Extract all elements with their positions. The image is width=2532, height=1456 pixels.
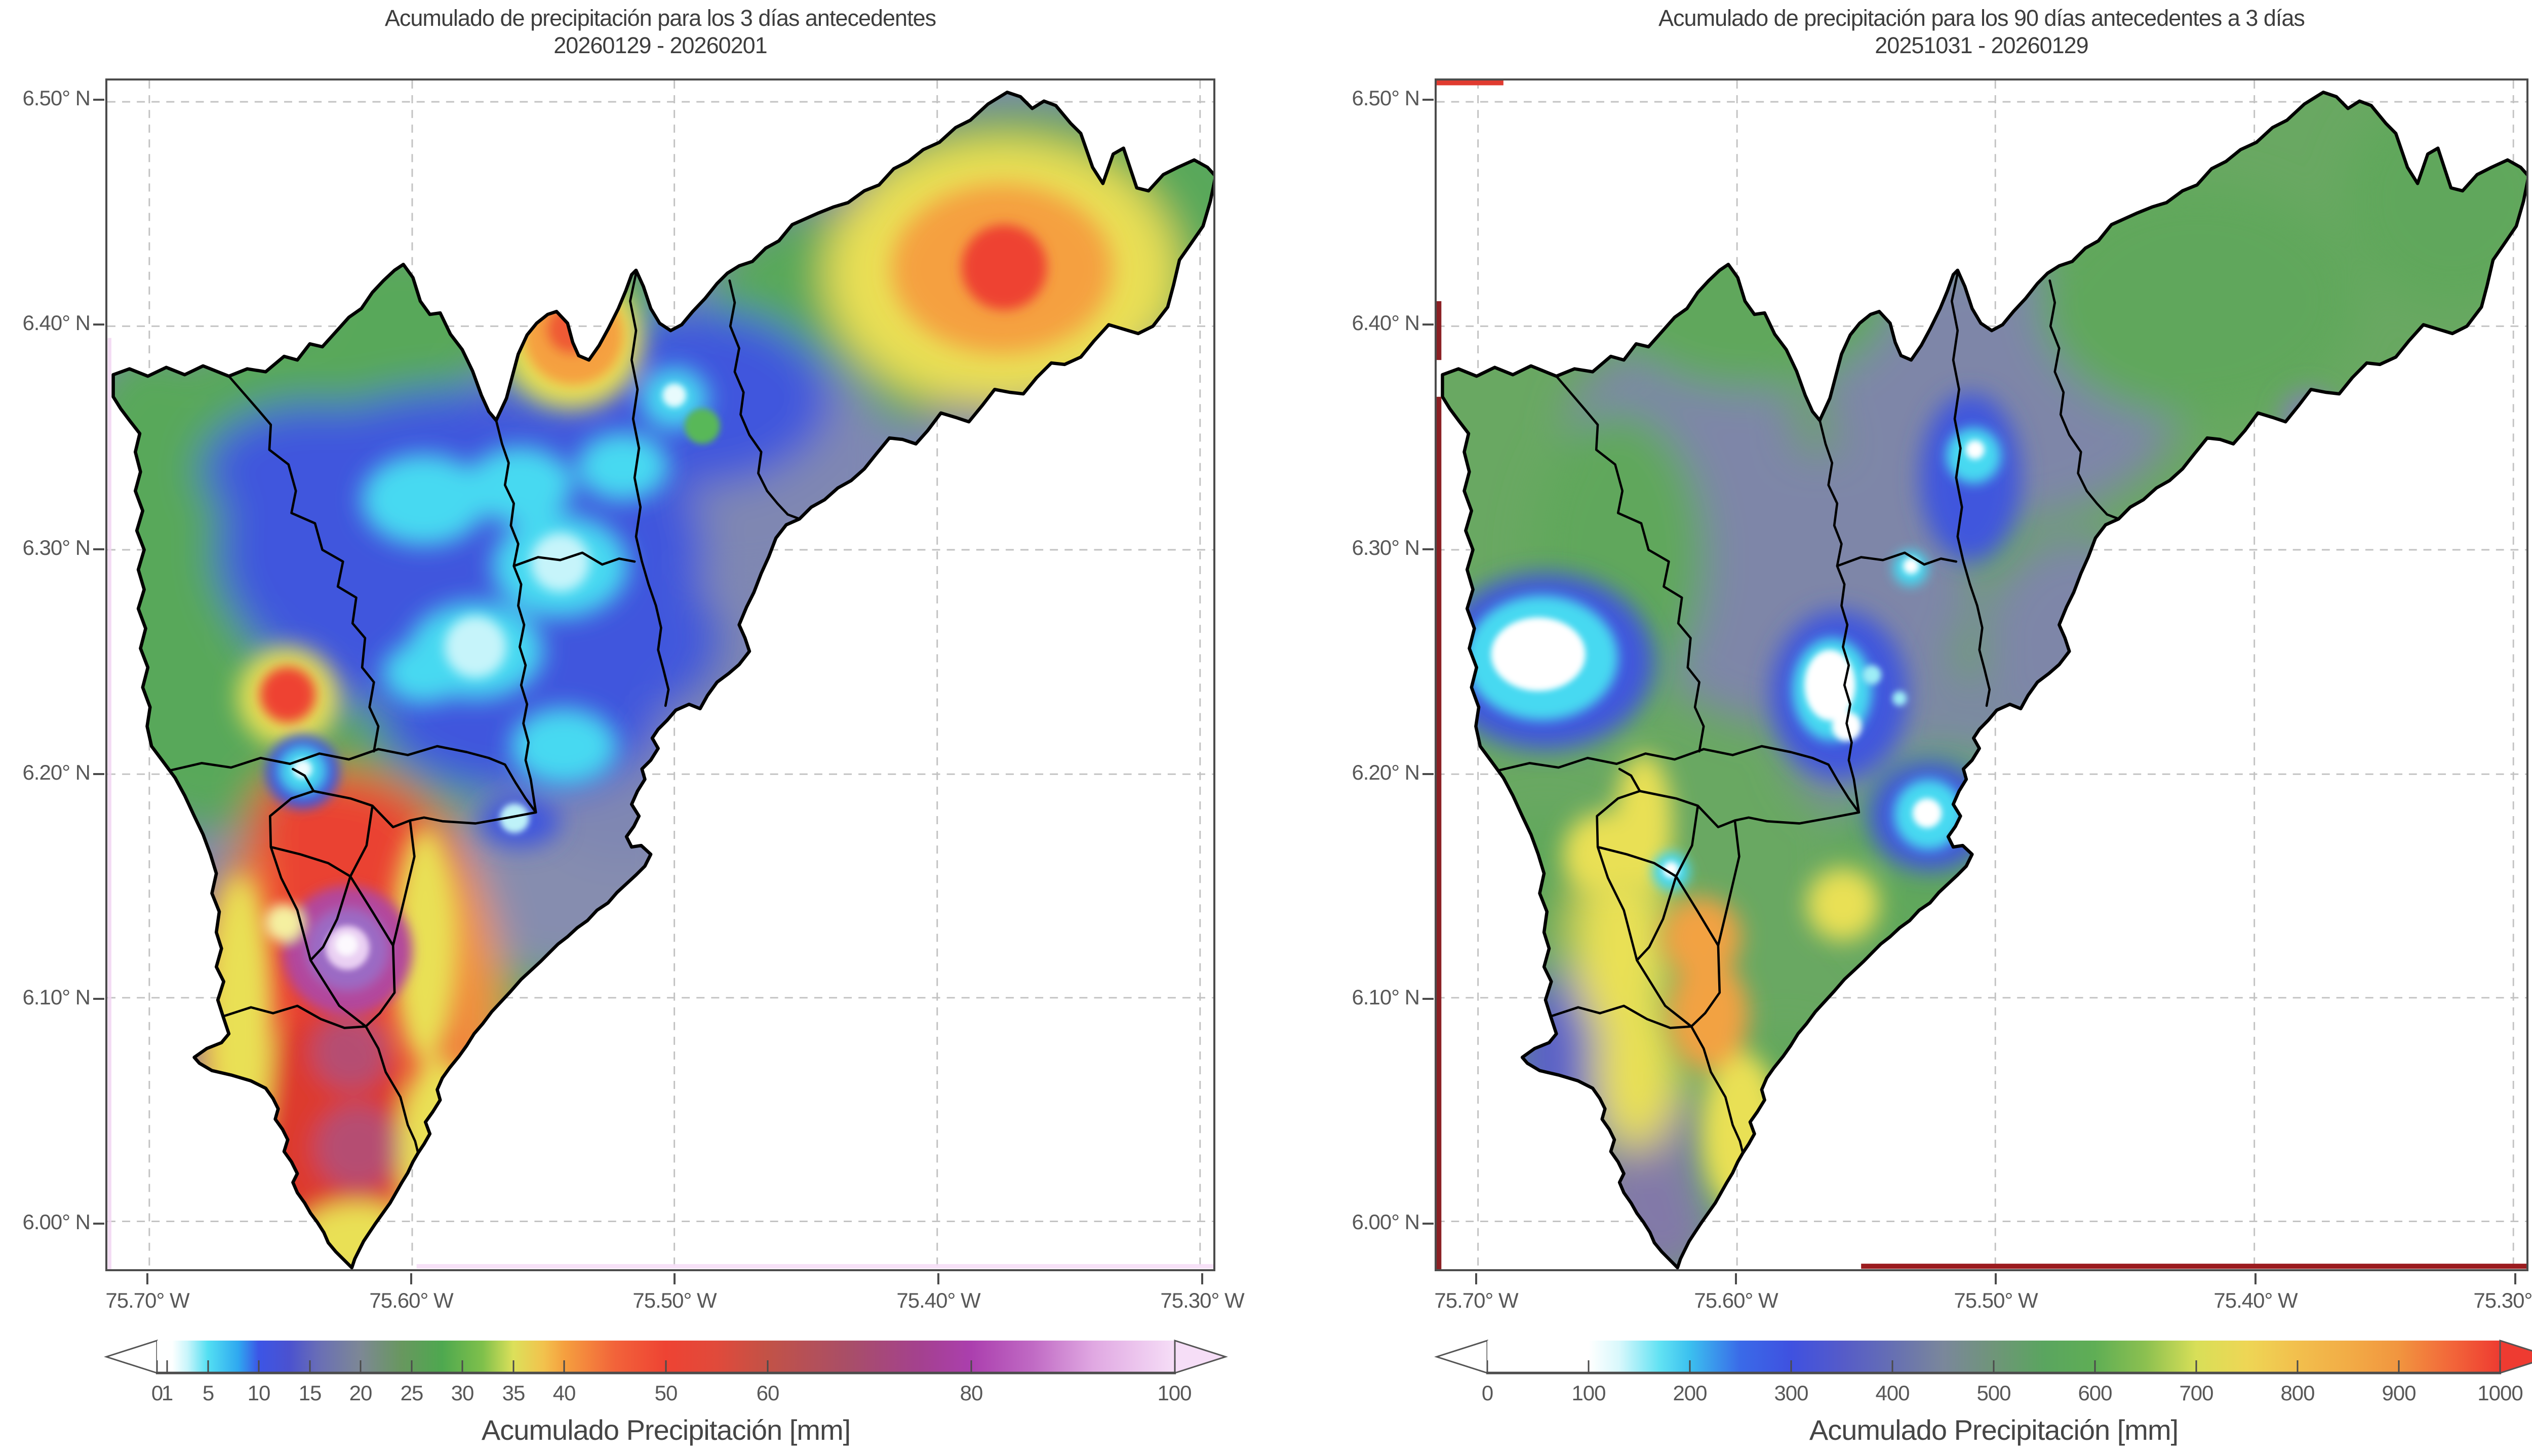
- lat-tick-mark: [1422, 773, 1434, 775]
- cb-tick: 30: [451, 1381, 474, 1405]
- lat-tick: 6.20° N: [22, 760, 91, 784]
- lon-tick: 75.70° W: [105, 1288, 189, 1312]
- lat-tick: 6.40° N: [1352, 311, 1420, 335]
- colorbar-caption: Acumulado Precipitación [mm]: [481, 1414, 851, 1446]
- lat-tick-mark: [1422, 998, 1434, 1000]
- panel-subtitle: 20251031 - 20260129: [1875, 32, 2088, 58]
- cb-tick: 20: [349, 1381, 373, 1405]
- cb-tick: 5: [202, 1381, 214, 1405]
- colorbar-min-arrow: [1434, 1339, 1488, 1374]
- cb-tick: 60: [756, 1381, 780, 1405]
- panel-3-days: Acumulado de precipitación para los 3 dí…: [22, 5, 1244, 1446]
- lon-tick-mark: [2254, 1273, 2257, 1284]
- panel-subtitle: 20260129 - 20260201: [553, 32, 767, 58]
- lon-tick-mark: [937, 1273, 939, 1284]
- lat-tick-mark: [1422, 1223, 1434, 1225]
- panel-title: Acumulado de precipitación para los 90 d…: [1658, 5, 2305, 31]
- lat-tick-mark: [1422, 548, 1434, 550]
- cb-tick: 1000: [2477, 1381, 2523, 1405]
- lat-tick: 6.00° N: [22, 1210, 91, 1234]
- lat-tick: 6.50° N: [1352, 86, 1420, 110]
- lat-tick: 6.40° N: [22, 311, 91, 335]
- lon-tick-mark: [1995, 1273, 1997, 1284]
- colorbar-min-arrow: [104, 1339, 158, 1374]
- lat-tick-mark: [93, 548, 104, 550]
- cb-tick: 400: [1875, 1381, 1910, 1405]
- cb-tick: 25: [400, 1381, 424, 1405]
- lon-tick-mark: [2514, 1273, 2516, 1284]
- lat-tick: 6.10° N: [22, 985, 91, 1009]
- lat-tick-mark: [93, 998, 104, 1000]
- cb-tick: 50: [654, 1381, 678, 1405]
- lon-tick: 75.40° W: [896, 1288, 980, 1312]
- cb-tick: 900: [2382, 1381, 2416, 1405]
- lon-tick: 75.50° W: [1954, 1288, 2038, 1312]
- lat-tick-mark: [93, 99, 104, 101]
- map-canvas-3-days: [107, 80, 1213, 1269]
- precipitation-field-90-days: [1442, 92, 2526, 1268]
- lat-tick: 6.30° N: [22, 536, 91, 559]
- lat-tick: 6.20° N: [1352, 760, 1420, 784]
- cb-tick: 500: [1976, 1381, 2011, 1405]
- lat-tick-mark: [93, 1223, 104, 1225]
- cb-tick: 0: [151, 1381, 163, 1405]
- lat-tick: 6.00° N: [1352, 1210, 1420, 1234]
- subgrid-frame-accent: [1437, 80, 2526, 1269]
- map-canvas-90-days: [1437, 80, 2526, 1269]
- lon-tick: 75.60° W: [369, 1288, 453, 1312]
- lat-tick: 6.30° N: [1352, 536, 1420, 559]
- lat-tick-mark: [93, 323, 104, 326]
- colorbar-max-arrow: [1174, 1339, 1228, 1374]
- cb-tick: 35: [502, 1381, 526, 1405]
- cb-tick: 1: [161, 1381, 173, 1405]
- lon-tick-mark: [146, 1273, 148, 1284]
- grid-edge-artifact: [107, 338, 1213, 1269]
- lon-tick-mark: [674, 1273, 676, 1284]
- cb-tick: 800: [2280, 1381, 2315, 1405]
- lon-tick: 75.30° W: [2473, 1288, 2532, 1312]
- cb-tick: 10: [247, 1381, 271, 1405]
- map-plot-90-days: [1435, 78, 2528, 1271]
- colorbar-max-arrow: [2499, 1339, 2532, 1374]
- cb-tick: 40: [552, 1381, 576, 1405]
- lon-tick-mark: [1201, 1273, 1203, 1284]
- colorbar-90-days: [1434, 1339, 2532, 1374]
- cb-tick: 100: [1571, 1381, 1606, 1405]
- precipitation-field-3-days: [113, 92, 1213, 1268]
- lat-tick-mark: [93, 773, 104, 775]
- lon-tick: 75.60° W: [1694, 1288, 1778, 1312]
- cb-tick: 80: [960, 1381, 983, 1405]
- panel-title: Acumulado de precipitación para los 3 dí…: [384, 5, 936, 31]
- lat-tick: 6.10° N: [1352, 985, 1420, 1009]
- lat-tick: 6.50° N: [22, 86, 91, 110]
- cb-tick: 700: [2179, 1381, 2213, 1405]
- map-plot-3-days: [105, 78, 1215, 1271]
- lon-tick-mark: [1735, 1273, 1737, 1284]
- cb-tick: 0: [1481, 1381, 1493, 1405]
- lat-tick-mark: [1422, 323, 1434, 326]
- colorbar-tick-marks: [1486, 1360, 2501, 1372]
- cb-tick: 600: [2078, 1381, 2112, 1405]
- lon-tick: 75.50° W: [632, 1288, 717, 1312]
- lat-tick-mark: [1422, 99, 1434, 101]
- lon-tick: 75.30° W: [1160, 1288, 1244, 1312]
- panel-90-days: Acumulado de precipitación para los 90 d…: [1277, 0, 2532, 1456]
- lon-tick: 75.70° W: [1434, 1288, 1518, 1312]
- colorbar-3-days: [104, 1339, 1228, 1374]
- cb-tick: 300: [1774, 1381, 1808, 1405]
- lon-tick-mark: [410, 1273, 412, 1284]
- cb-tick: 15: [298, 1381, 322, 1405]
- lon-tick: 75.40° W: [2213, 1288, 2298, 1312]
- colorbar-tick-marks: [156, 1360, 1176, 1372]
- cb-tick: 200: [1673, 1381, 1707, 1405]
- lon-tick-mark: [1475, 1273, 1477, 1284]
- cb-tick: 100: [1157, 1381, 1192, 1405]
- colorbar-caption: Acumulado Precipitación [mm]: [1809, 1414, 2179, 1446]
